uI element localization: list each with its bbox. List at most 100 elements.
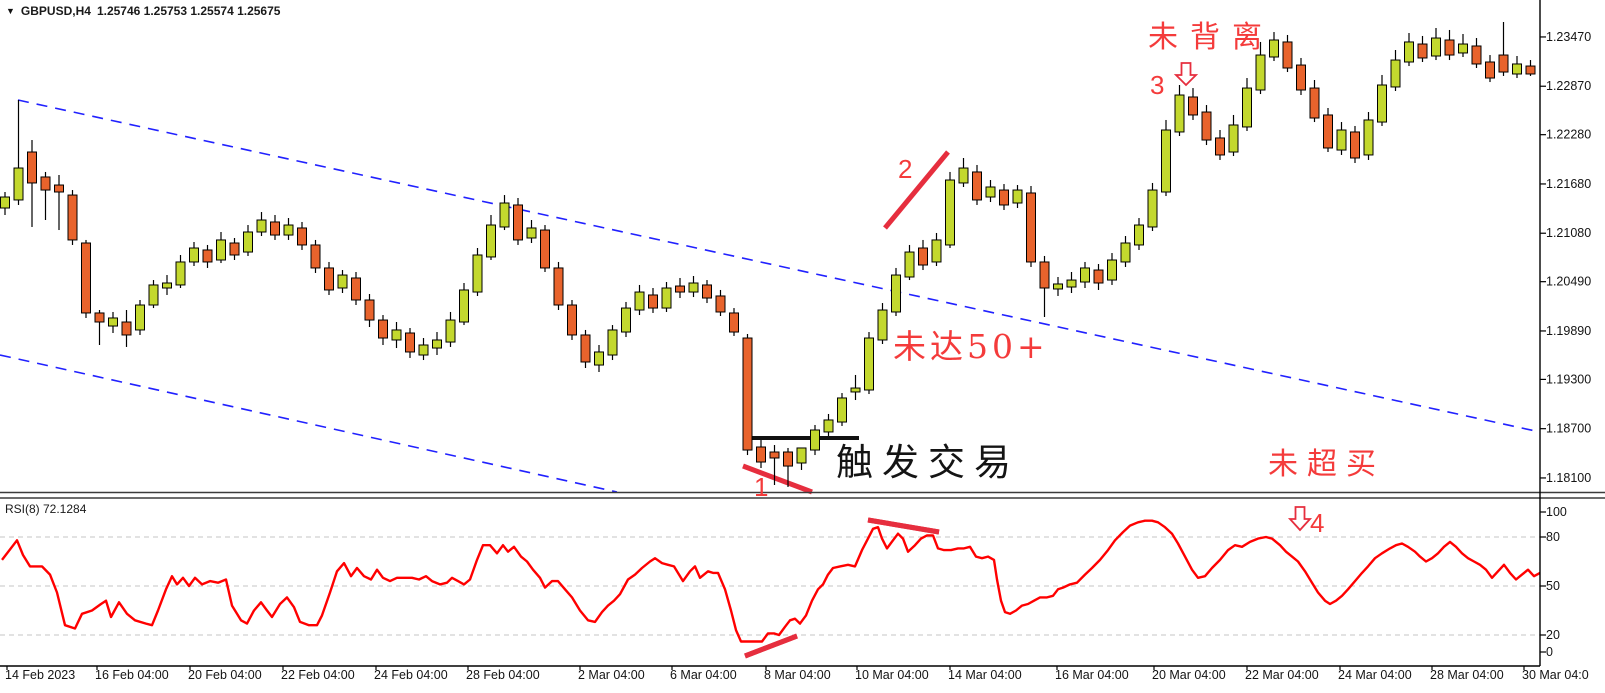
- candle-bullish: [904, 251, 915, 278]
- candle-bearish: [1039, 261, 1050, 289]
- candle-bullish: [634, 291, 645, 311]
- candle-bullish: [526, 227, 537, 239]
- candle-bullish: [1242, 87, 1252, 128]
- candle-bullish: [661, 287, 672, 309]
- candle-bearish: [81, 242, 91, 314]
- symbol-dropdown-icon[interactable]: ▼: [6, 5, 15, 16]
- candle-bearish: [918, 247, 928, 266]
- candle-bullish: [472, 254, 483, 293]
- candle-bullish: [162, 282, 172, 289]
- candle-bullish: [432, 339, 442, 349]
- annotation-no-divergence: 未背离: [1148, 20, 1274, 55]
- candle-bullish: [1255, 54, 1266, 91]
- price-axis-label: 1.22870: [1546, 79, 1591, 93]
- candle-bullish: [1269, 39, 1279, 58]
- candle-bullish: [931, 239, 942, 263]
- candle-bullish: [256, 219, 267, 233]
- not-overbought-arrow-icon: [1287, 506, 1313, 532]
- time-axis-label: 22 Mar 04:00: [1245, 668, 1319, 682]
- candle-bearish: [229, 242, 240, 256]
- annotation-not-overbought: 未超买: [1268, 447, 1385, 482]
- candle-bullish: [108, 317, 118, 327]
- candle-bearish: [715, 295, 726, 313]
- time-axis-label: 6 Mar 04:00: [670, 668, 737, 682]
- candle-bullish: [1377, 84, 1387, 123]
- ohlc-quote-values: 1.25746 1.25753 1.25574 1.25675: [96, 4, 281, 18]
- candle-bearish: [324, 267, 334, 291]
- candle-bearish: [1093, 269, 1104, 284]
- candle-bullish: [688, 282, 699, 293]
- price-axis-label: 1.18700: [1546, 422, 1591, 436]
- rsi-line: [1, 519, 1541, 643]
- candle-bullish: [796, 447, 807, 464]
- candle-bearish: [1282, 41, 1293, 69]
- candle-bullish: [337, 274, 348, 289]
- time-axis-label: 24 Mar 04:00: [1338, 668, 1412, 682]
- candle-bearish: [67, 194, 78, 241]
- candle-bearish: [405, 332, 415, 353]
- rsi-divergence-line: [867, 517, 940, 535]
- time-axis-label: 14 Feb 2023: [5, 668, 75, 682]
- price-axis-label: 1.21080: [1546, 226, 1591, 240]
- candle-bullish: [418, 344, 429, 356]
- candle-bullish: [445, 319, 456, 343]
- rsi-axis-label: 80: [1546, 530, 1560, 544]
- candle-bearish: [972, 171, 982, 201]
- time-axis-label: 10 Mar 04:00: [855, 668, 929, 682]
- candle-bullish: [135, 304, 145, 331]
- candle-bearish: [1498, 54, 1509, 73]
- symbol-quote-line: ▼ GBPUSD,H4 1.25746 1.25753 1.25574 1.25…: [6, 4, 280, 18]
- candle-bearish: [1026, 192, 1036, 263]
- time-axis-label: 28 Feb 04:00: [466, 668, 540, 682]
- candle-bullish: [1120, 242, 1131, 263]
- annotation-number-2: 2: [898, 154, 913, 184]
- candle-bullish: [459, 289, 469, 323]
- annotation-number-3: 3: [1150, 70, 1165, 100]
- time-axis-label: 20 Mar 04:00: [1152, 668, 1226, 682]
- candle-bullish: [1161, 129, 1171, 193]
- candle-bearish: [1525, 65, 1536, 75]
- time-axis-label: 22 Feb 04:00: [281, 668, 355, 682]
- candle-bullish: [891, 274, 901, 313]
- candle-bearish: [769, 451, 780, 459]
- candle-bullish: [1066, 279, 1077, 288]
- candle-bearish: [1296, 64, 1306, 91]
- rsi-axis-label: 100: [1546, 505, 1567, 519]
- no-divergence-arrow-icon: [1173, 62, 1199, 87]
- candle-bearish: [675, 285, 685, 293]
- candle-bearish: [94, 312, 105, 323]
- candle-bullish: [594, 351, 604, 366]
- candle-bearish: [27, 151, 37, 184]
- candle-bearish: [202, 249, 213, 263]
- annotation-number-1: 1: [754, 472, 769, 502]
- annotation-number-4: 4: [1310, 508, 1325, 538]
- candle-bearish: [1444, 39, 1455, 56]
- candle-bearish: [270, 221, 280, 236]
- candle-bearish: [1350, 131, 1360, 159]
- annotation-trigger-trade: 触发交易: [836, 441, 1020, 484]
- candle-bullish: [1134, 224, 1144, 246]
- candle-bullish: [985, 186, 996, 198]
- candle-bearish: [648, 294, 658, 309]
- candle-bullish: [850, 387, 861, 393]
- candle-bullish: [0, 196, 10, 209]
- candle-bullish: [1336, 129, 1347, 151]
- time-axis-label: 2 Mar 04:00: [578, 668, 645, 682]
- candle-bullish: [877, 309, 888, 341]
- candle-bullish: [1404, 41, 1414, 63]
- candle-bullish: [499, 202, 510, 228]
- rsi-axis-label: 0: [1546, 645, 1553, 659]
- rsi-indicator-label: RSI(8) 72.1284: [5, 502, 87, 516]
- time-axis-label: 16 Feb 04:00: [95, 668, 169, 682]
- annotation-not-reach-50: 未达50+: [893, 327, 1049, 366]
- candle-bullish: [283, 224, 294, 236]
- candle-bearish: [378, 319, 388, 339]
- candle-bullish: [1107, 259, 1117, 281]
- candle-bearish: [1323, 114, 1333, 149]
- price-axis-label: 1.22280: [1546, 128, 1591, 142]
- price-axis-label: 1.19890: [1546, 324, 1591, 338]
- red-mark-line-2: [883, 150, 950, 230]
- candle-bearish: [351, 277, 361, 301]
